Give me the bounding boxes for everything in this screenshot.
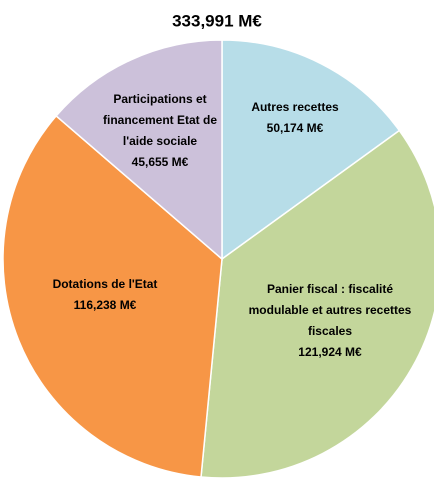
chart-title: 333,991 M€	[172, 11, 262, 30]
slice-label: Dotations de l'Etat	[53, 277, 158, 291]
label-line: Dotations de l'Etat	[53, 277, 158, 291]
value-label: 121,924 M€	[298, 345, 362, 359]
slice	[55, 39, 223, 261]
slice-label: Panier fiscal : fiscalité modulable et au…	[249, 282, 412, 338]
label-line: modulable et autres recettes	[249, 303, 412, 317]
label-line: fiscales	[308, 324, 352, 338]
slice-label: Autres recettes	[251, 100, 339, 114]
label-line: Panier fiscal : fiscalité	[267, 282, 393, 296]
label-line: Autres recettes	[251, 100, 339, 114]
value-label: 50,174 M€	[267, 121, 324, 135]
label-line: Participations et	[113, 92, 206, 106]
slice	[221, 39, 401, 261]
slice	[2, 114, 223, 478]
slice-label: Participations et financement Etat de l'ai…	[103, 92, 217, 148]
label-line: financement Etat de	[103, 113, 217, 127]
slice	[200, 129, 434, 479]
value-label: 45,655 M€	[132, 155, 189, 169]
value-label: 116,238 M€	[74, 298, 137, 312]
label-line: l'aide sociale	[123, 134, 198, 148]
